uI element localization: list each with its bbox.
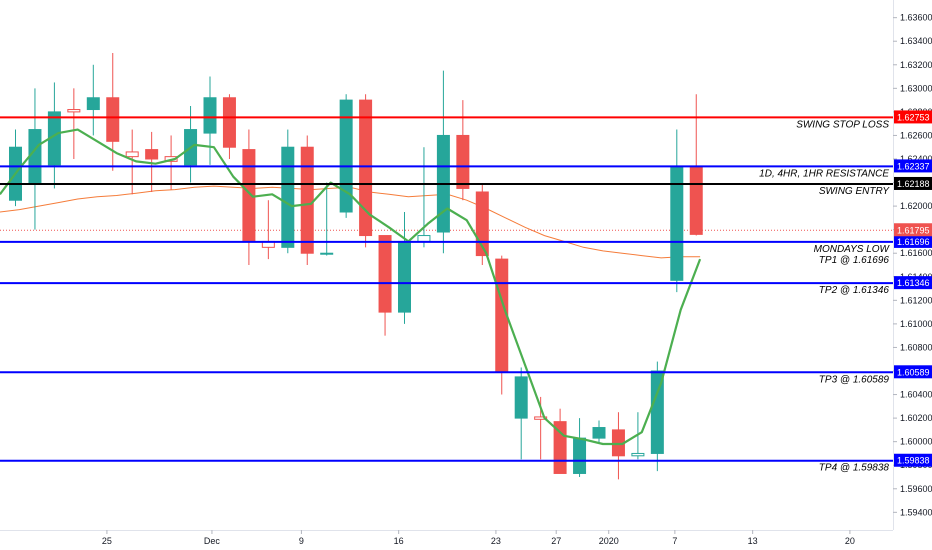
candle-body[interactable]: [592, 427, 606, 439]
x-tick-label: 7: [672, 536, 677, 546]
price-badge-label: 1.60589: [897, 367, 930, 377]
x-tick-label: 9: [299, 536, 304, 546]
y-tick-label: 1.61600: [900, 248, 932, 258]
y-tick-label: 1.63400: [900, 36, 932, 46]
candle-body[interactable]: [398, 240, 411, 313]
level-label-secondary: TP1 @ 1.61696: [819, 255, 890, 266]
y-tick-label: 1.63600: [900, 13, 932, 23]
candle-body[interactable]: [689, 166, 703, 235]
x-tick-label: 16: [394, 536, 404, 546]
candle-body[interactable]: [203, 97, 217, 134]
x-tick-label: 20: [845, 536, 855, 546]
y-tick-label: 1.60200: [900, 413, 932, 423]
y-tick-label: 1.60000: [900, 437, 932, 447]
x-tick-label: 23: [491, 536, 501, 546]
price-badge-label: 1.62337: [897, 161, 930, 171]
candle-body[interactable]: [456, 134, 470, 189]
level-label: 1D, 4HR, 1HR RESISTANCE: [759, 168, 889, 179]
candle-body[interactable]: [534, 416, 548, 420]
y-tick-label: 1.60800: [900, 342, 932, 352]
y-tick-label: 1.62600: [900, 130, 932, 140]
candle-body[interactable]: [631, 452, 645, 457]
x-tick-label: 27: [551, 536, 561, 546]
x-tick-label: 2020: [599, 536, 619, 546]
price-badge-label: 1.59838: [897, 456, 930, 466]
level-label: SWING STOP LOSS: [796, 119, 889, 130]
candle-body[interactable]: [514, 376, 528, 419]
price-badge: [894, 234, 932, 248]
price-badge-label: 1.62188: [897, 179, 930, 189]
price-badge: [894, 453, 932, 467]
level-label: MONDAYS LOW: [814, 244, 891, 255]
candle-body[interactable]: [86, 97, 100, 111]
current-price-badge-label: 1.61795: [897, 225, 930, 235]
level-label: TP2 @ 1.61346: [819, 285, 890, 296]
x-tick-label: 13: [748, 536, 758, 546]
price-badge: [894, 159, 932, 173]
price-badge-label: 1.62753: [897, 112, 930, 122]
current-price-badge: [894, 223, 932, 237]
level-label: SWING ENTRY: [819, 186, 891, 197]
y-tick-label: 1.61000: [900, 319, 932, 329]
y-tick-label: 1.62000: [900, 201, 932, 211]
price-badge-label: 1.61346: [897, 278, 930, 288]
price-badge: [894, 110, 932, 124]
candle-body[interactable]: [650, 370, 664, 454]
y-tick-label: 1.63000: [900, 83, 932, 93]
level-label: TP3 @ 1.60589: [819, 374, 890, 385]
candle-body[interactable]: [378, 235, 392, 313]
candle-body[interactable]: [125, 151, 139, 158]
x-tick-label: Dec: [204, 536, 221, 546]
price-badge: [894, 176, 932, 190]
x-tick-label: 25: [102, 536, 112, 546]
y-tick-label: 1.62400: [900, 154, 932, 164]
candle-body[interactable]: [145, 149, 159, 160]
candle-body[interactable]: [320, 252, 334, 255]
y-tick-label: 1.63200: [900, 60, 932, 70]
candle-body[interactable]: [106, 97, 120, 142]
y-tick-label: 1.61200: [900, 295, 932, 305]
y-tick-label: 1.60400: [900, 390, 932, 400]
ma-fast-line: [0, 128, 702, 446]
candle-body[interactable]: [300, 146, 314, 254]
candle-body[interactable]: [573, 437, 587, 474]
level-label: TP4 @ 1.59838: [819, 463, 890, 474]
candle-body[interactable]: [359, 99, 373, 237]
candle-body[interactable]: [222, 97, 236, 148]
price-badge: [894, 365, 932, 379]
candle-body[interactable]: [67, 109, 81, 113]
y-tick-label: 1.59600: [900, 484, 932, 494]
price-badge-label: 1.61696: [897, 237, 930, 247]
candle-body[interactable]: [417, 235, 431, 242]
y-tick-label: 1.59400: [900, 507, 932, 517]
price-badge: [894, 276, 932, 290]
candle-body[interactable]: [281, 146, 295, 248]
